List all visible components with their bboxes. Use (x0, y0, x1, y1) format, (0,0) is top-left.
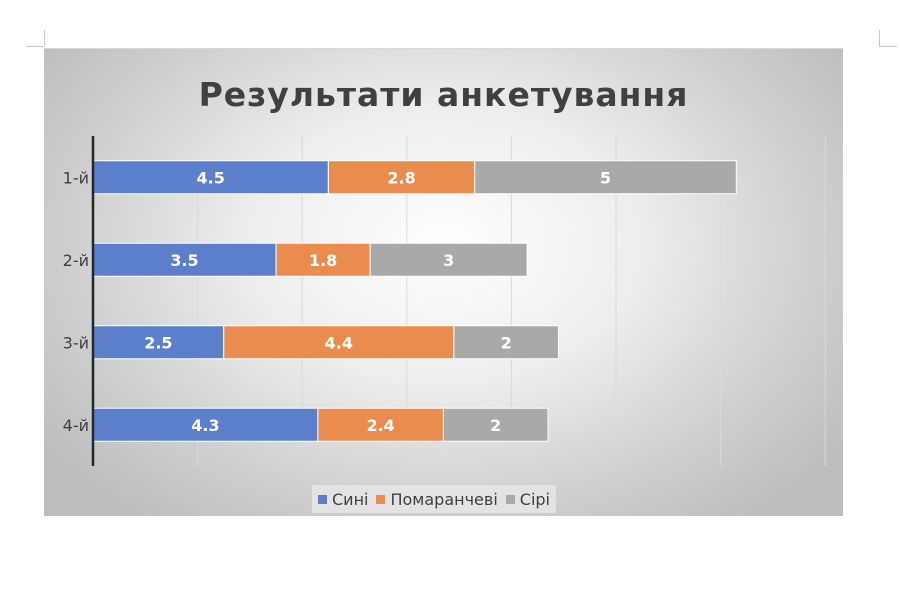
chart-legend: Сині Помаранчеві Сірі (312, 485, 556, 513)
crop-mark-top-left-vertical (44, 30, 45, 46)
category-label-3: 3-й (63, 333, 89, 352)
legend-item-2: Помаранчеві (376, 489, 498, 509)
bar-2-2 (275, 242, 371, 277)
bar-3-4 (442, 407, 549, 442)
data-label-2-3: 4.4 (325, 333, 353, 352)
data-label-2-2: 1.8 (309, 251, 337, 270)
bar-3-3 (453, 325, 559, 360)
crop-mark-top-right-horizontal (879, 46, 897, 47)
bar-3-1 (474, 160, 737, 195)
bar-2-3 (223, 325, 455, 360)
data-label-1-3: 2.5 (144, 333, 172, 352)
category-label-2: 2-й (63, 251, 89, 270)
category-label-1: 1-й (63, 168, 89, 187)
data-label-3-3: 2 (501, 333, 512, 352)
legend-label-3: Сірі (519, 489, 550, 509)
plot-area: 1-й 4.5 2.8 5 2-й 3.5 1.8 3 3-й 2.5 4.4 2 4-й 4.3 2.4 2 (63, 136, 826, 466)
chart-title: Результати анкетування (198, 75, 689, 114)
legend-label-2: Помаранчеві (390, 489, 498, 509)
bar-3-2 (369, 242, 528, 277)
data-label-1-2: 3.5 (170, 251, 198, 270)
data-label-1-4: 4.3 (191, 416, 219, 435)
data-label-3-4: 2 (490, 416, 501, 435)
data-label-1-1: 4.5 (197, 168, 225, 187)
legend-label-1: Сині (332, 489, 369, 509)
crop-mark-top-right-vertical (879, 30, 880, 46)
crop-mark-top-left-horizontal (26, 46, 44, 47)
data-label-2-4: 2.4 (366, 416, 394, 435)
category-label-4: 4-й (63, 416, 89, 435)
legend-swatch-3 (505, 494, 515, 504)
bar-2-1 (327, 160, 476, 195)
data-label-2-1: 2.8 (387, 168, 415, 187)
legend-item-1: Сині (318, 490, 368, 509)
legend-item-3: Сірі (505, 489, 550, 509)
data-label-3-2: 3 (443, 251, 454, 270)
data-label-3-1: 5 (600, 168, 611, 187)
legend-swatch-2 (376, 494, 386, 504)
chart-area: Результати анкетування 1-й 4.5 2.8 5 2-й 3.5 1… (44, 48, 843, 516)
bar-1-3 (92, 325, 225, 360)
bar-1-4 (92, 407, 319, 442)
bar-2-4 (317, 407, 444, 442)
legend-swatch-1 (318, 494, 327, 504)
